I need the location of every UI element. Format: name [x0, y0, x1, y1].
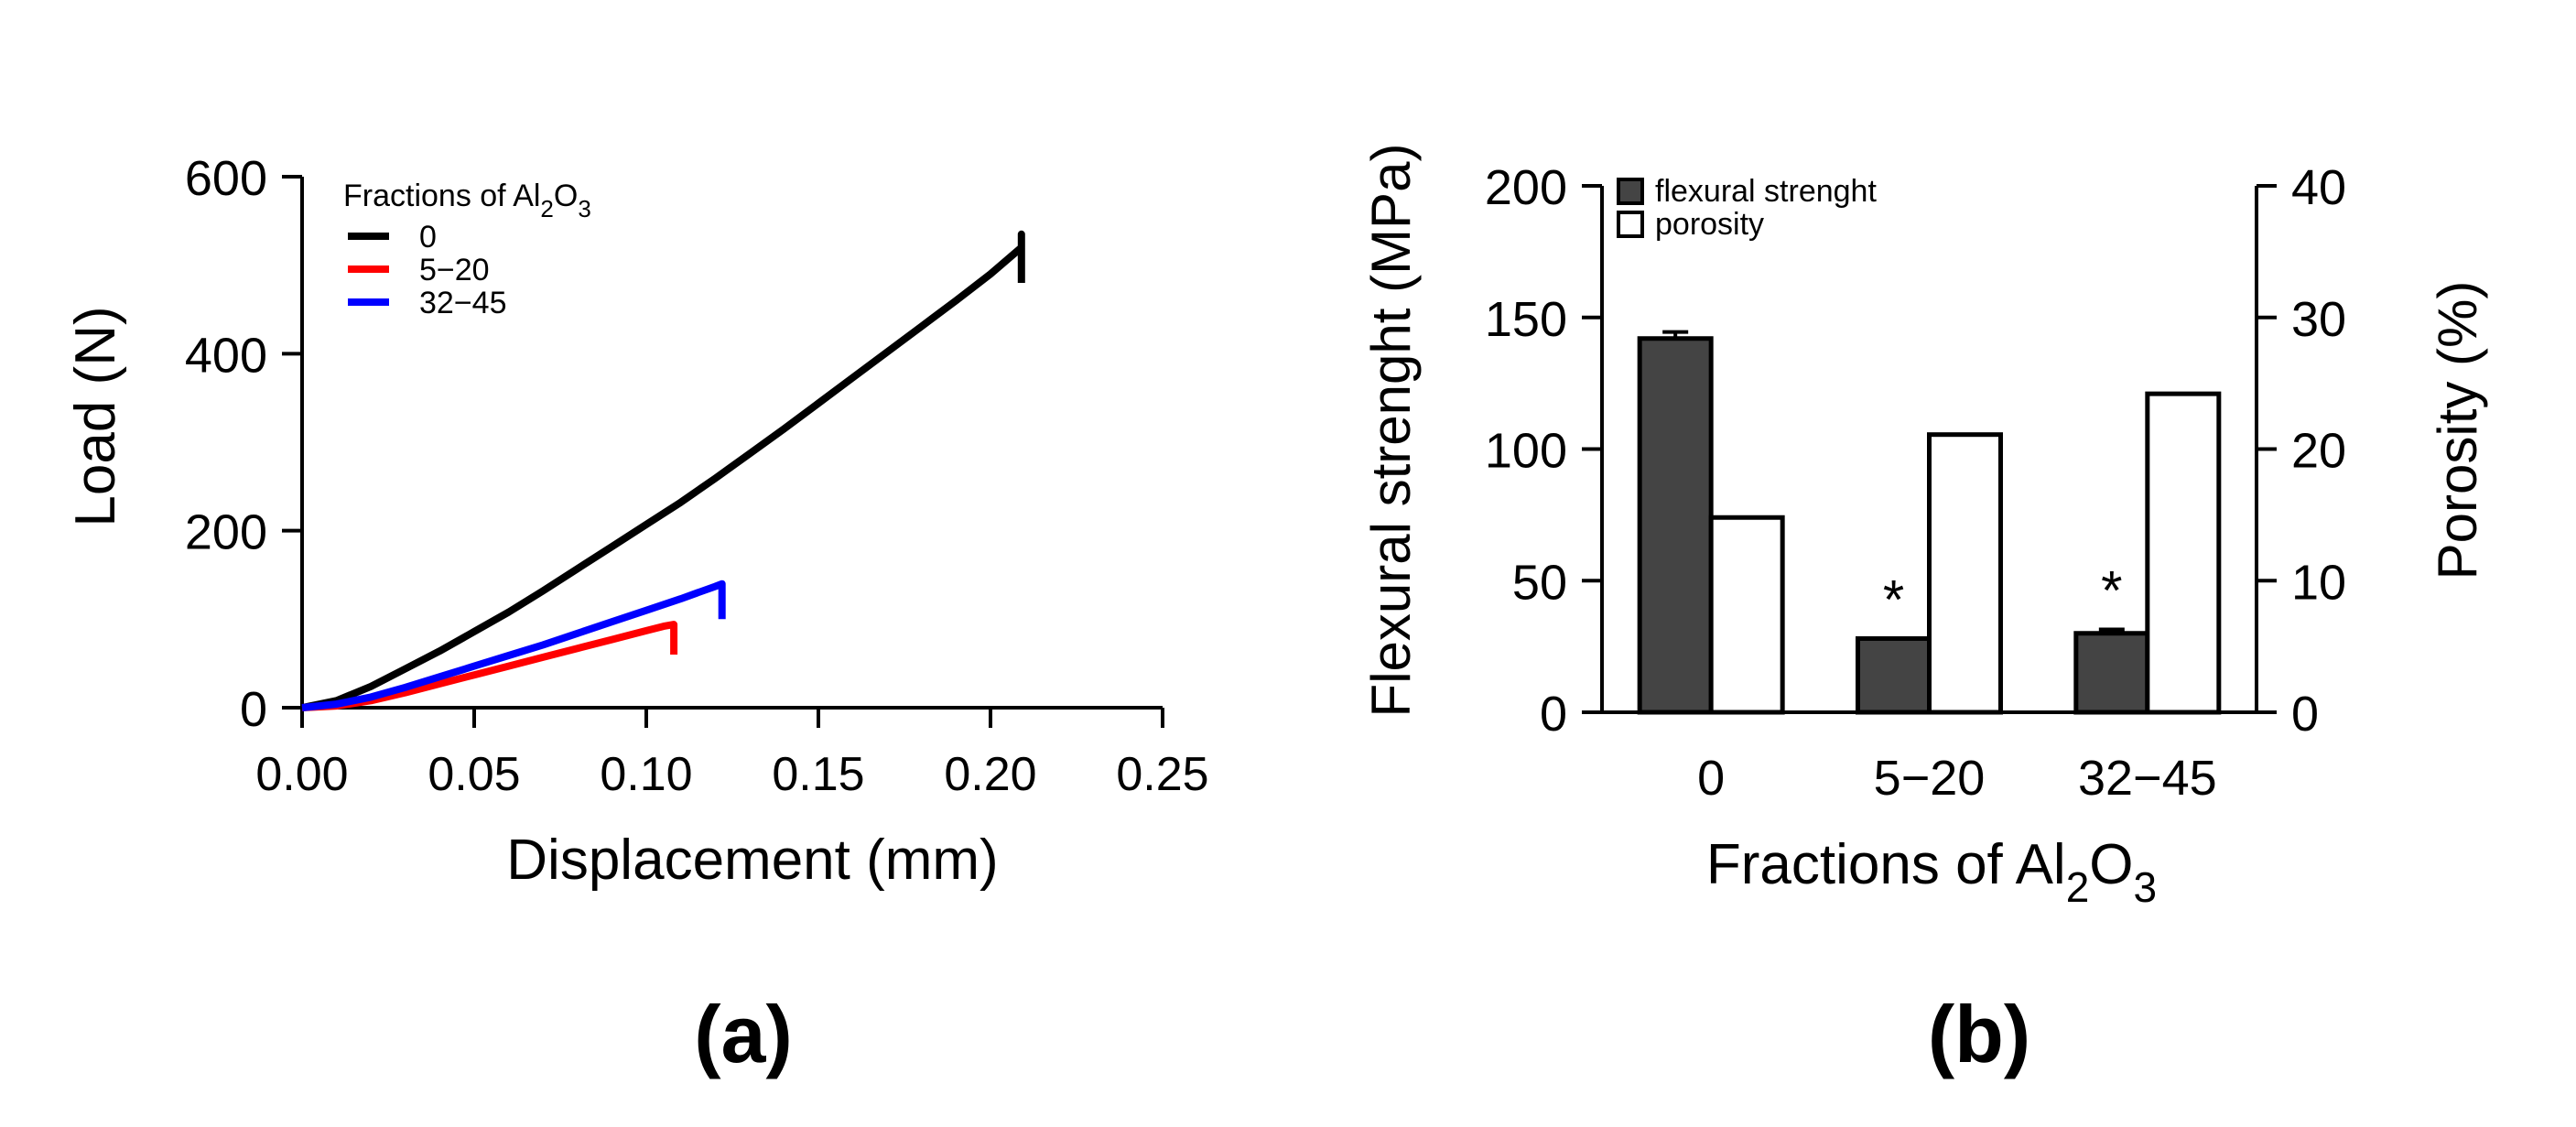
- x-tick-label: 32−45: [2078, 751, 2217, 806]
- x-tick-label: 5−20: [1874, 751, 1986, 806]
- x-tick-label: 0.10: [600, 748, 692, 801]
- y-tick-label: 100: [1485, 424, 1567, 479]
- legend-label: porosity: [1655, 207, 1764, 242]
- y-tick-label: 50: [1512, 555, 1567, 610]
- x-tick-label: 0.20: [944, 748, 1036, 801]
- x-tick-label: 0.25: [1116, 748, 1208, 801]
- y2-tick-label: 0: [2291, 687, 2319, 742]
- bar-flexural-strenght: [2073, 631, 2150, 715]
- y-tick-label: 400: [185, 328, 267, 383]
- y2-tick-label: 10: [2291, 555, 2346, 610]
- y-tick-label: 200: [185, 505, 267, 560]
- y2-axis-label: Porosity (%): [2427, 281, 2488, 580]
- significance-marker: *: [2101, 559, 2122, 621]
- bar-chart-panel-b: 0 50 100 150 200 0 10 20 30 40 * * 0 5−20 32−45 fle…: [1360, 144, 2488, 1079]
- line-chart-panel-a: 0 200 400 600 0.00 0.05 0.10 0.15 0.20 0.25 Load…: [64, 151, 1209, 1079]
- legend-label: 5−20: [419, 253, 490, 287]
- y-tick-label: 600: [185, 151, 267, 206]
- legend-swatch: [1617, 211, 1644, 238]
- y2-tick-label: 40: [2291, 160, 2346, 215]
- y-tick-label: 0: [1540, 687, 1567, 742]
- x-axis-label: Displacement (mm): [506, 829, 998, 892]
- y-tick-label: 200: [1485, 160, 1567, 215]
- panel-label-b: (b): [1928, 989, 2030, 1079]
- legend-label: 32−45: [419, 286, 507, 320]
- x-tick-label: 0: [1697, 751, 1725, 806]
- legend-label: 0: [419, 220, 437, 255]
- bar-porosity: [2145, 391, 2222, 715]
- bar-flexural-strenght: [1637, 336, 1714, 715]
- y2-tick-label: 20: [2291, 424, 2346, 479]
- y-tick-label: 150: [1485, 292, 1567, 347]
- legend-title: Fractions of Al2O3: [343, 179, 591, 222]
- x-tick-label: 0.00: [255, 748, 348, 801]
- series-line-1: [301, 621, 678, 711]
- legend-label: flexural strenght: [1655, 174, 1877, 209]
- bar-porosity: [1927, 432, 2003, 715]
- y2-tick-label: 30: [2291, 292, 2346, 347]
- y-axis-label: Flexural strenght (MPa): [1360, 144, 1422, 718]
- panel-label-a: (a): [694, 989, 793, 1079]
- x-tick-label: 0.15: [772, 748, 864, 801]
- bar-flexural-strenght: [1856, 636, 1932, 715]
- series-line-0: [301, 230, 1025, 711]
- legend-swatch: [1617, 178, 1644, 205]
- x-tick-label: 0.05: [428, 748, 520, 801]
- x-axis-label: Fractions of Al2O3: [1706, 833, 2157, 911]
- y-axis-label: Load (N): [64, 306, 127, 526]
- series-line-2: [301, 580, 726, 711]
- y-tick-label: 0: [240, 682, 267, 737]
- significance-marker: *: [1883, 569, 1904, 631]
- bar-porosity: [1708, 515, 1785, 715]
